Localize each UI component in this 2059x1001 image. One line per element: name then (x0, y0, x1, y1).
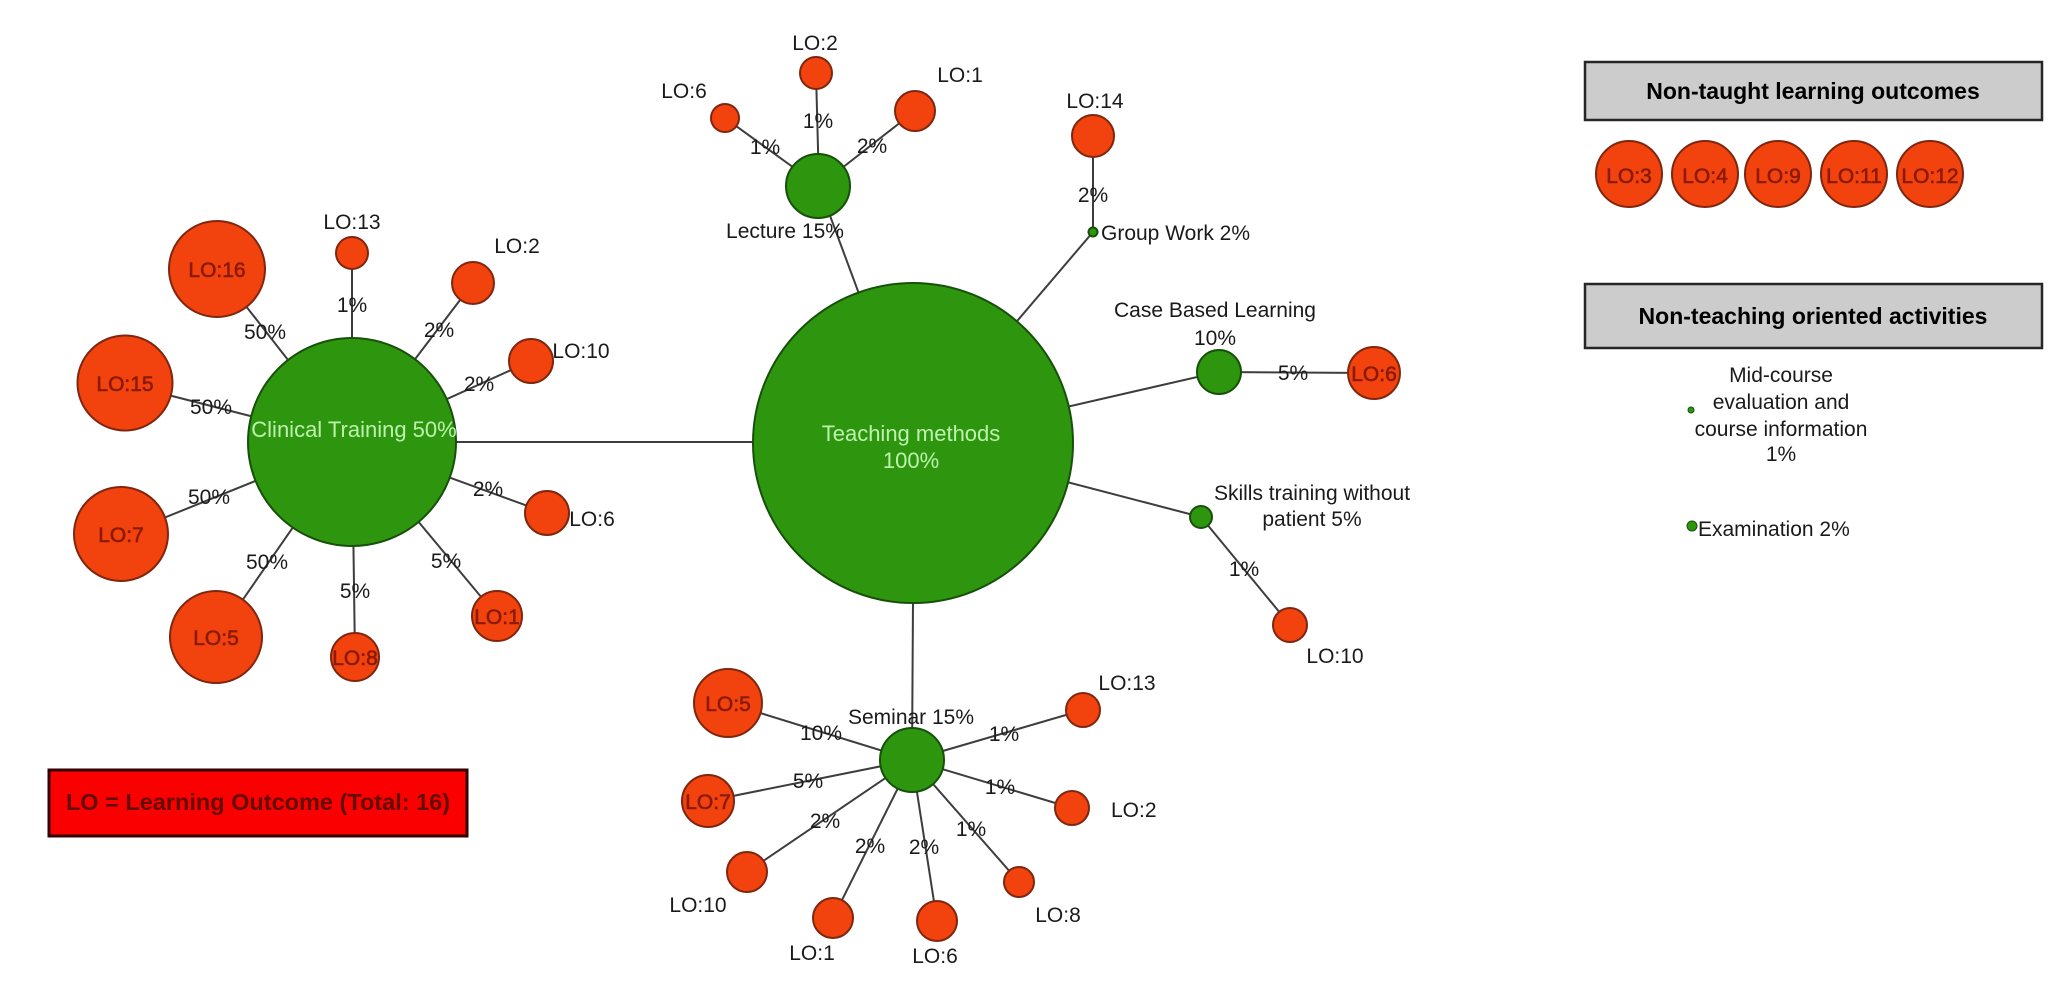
svg-text:LO:6: LO:6 (1351, 363, 1397, 386)
svg-text:LO = Learning Outcome (Total:: LO = Learning Outcome (Total: 16) (66, 789, 450, 815)
svg-text:LO:4: LO:4 (1682, 165, 1728, 188)
svg-text:LO:9: LO:9 (1755, 165, 1801, 188)
svg-text:100%: 100% (883, 448, 939, 473)
svg-text:50%: 50% (246, 551, 288, 574)
svg-text:LO:2: LO:2 (494, 235, 540, 258)
svg-text:LO:16: LO:16 (188, 259, 245, 282)
svg-text:Examination 2%: Examination 2% (1698, 518, 1850, 541)
svg-text:LO:1: LO:1 (474, 606, 520, 629)
svg-text:2%: 2% (909, 836, 939, 859)
svg-text:LO:7: LO:7 (685, 791, 731, 814)
svg-text:1%: 1% (1229, 558, 1259, 581)
svg-text:LO:2: LO:2 (792, 32, 838, 55)
svg-text:Case Based Learning: Case Based Learning (1114, 299, 1316, 322)
svg-text:2%: 2% (464, 373, 494, 396)
svg-text:1%: 1% (803, 110, 833, 133)
svg-text:LO:12: LO:12 (1901, 165, 1958, 188)
svg-text:LO:6: LO:6 (569, 508, 615, 531)
svg-text:2%: 2% (1078, 184, 1108, 207)
svg-text:Non-teaching oriented activiti: Non-teaching oriented activities (1639, 303, 1988, 329)
svg-text:1%: 1% (1766, 443, 1796, 466)
svg-text:evaluation and: evaluation and (1713, 391, 1850, 414)
svg-text:5%: 5% (431, 550, 461, 573)
svg-text:2%: 2% (473, 478, 503, 501)
svg-text:10%: 10% (800, 722, 842, 745)
svg-text:LO:1: LO:1 (937, 64, 983, 87)
svg-text:50%: 50% (188, 486, 230, 509)
svg-text:LO:2: LO:2 (1111, 799, 1157, 822)
svg-text:1%: 1% (337, 294, 367, 317)
svg-text:LO:14: LO:14 (1066, 90, 1124, 113)
svg-text:LO:6: LO:6 (661, 80, 707, 103)
svg-text:1%: 1% (989, 723, 1019, 746)
svg-text:50%: 50% (244, 321, 286, 344)
svg-text:LO:10: LO:10 (1306, 645, 1363, 668)
svg-text:2%: 2% (857, 135, 887, 158)
svg-text:course information: course information (1695, 418, 1868, 441)
svg-text:LO:8: LO:8 (332, 647, 378, 670)
svg-text:50%: 50% (190, 396, 232, 419)
svg-text:Mid-course: Mid-course (1729, 364, 1833, 387)
svg-text:Seminar 15%: Seminar 15% (848, 706, 974, 729)
svg-text:Skills training without: Skills training without (1214, 482, 1410, 505)
svg-text:1%: 1% (985, 776, 1015, 799)
svg-text:1%: 1% (956, 818, 986, 841)
svg-text:LO:11: LO:11 (1826, 165, 1882, 188)
svg-text:LO:1: LO:1 (789, 942, 835, 965)
svg-text:LO:3: LO:3 (1606, 165, 1652, 188)
svg-text:1%: 1% (750, 136, 780, 159)
svg-text:10%: 10% (1194, 327, 1236, 350)
svg-text:LO:8: LO:8 (1035, 904, 1081, 927)
svg-text:LO:6: LO:6 (912, 945, 958, 968)
svg-text:LO:15: LO:15 (96, 373, 153, 396)
svg-text:Teaching methods: Teaching methods (822, 421, 1001, 446)
svg-text:patient 5%: patient 5% (1262, 508, 1361, 531)
svg-text:LO:13: LO:13 (323, 211, 380, 234)
svg-text:2%: 2% (810, 810, 840, 833)
svg-text:2%: 2% (855, 835, 885, 858)
svg-text:LO:10: LO:10 (552, 340, 609, 363)
svg-text:Clinical Training 50%: Clinical Training 50% (251, 417, 456, 442)
svg-text:5%: 5% (340, 580, 370, 603)
svg-text:Non-taught learning outcomes: Non-taught learning outcomes (1646, 78, 1980, 104)
svg-text:2%: 2% (424, 319, 454, 342)
svg-text:Lecture 15%: Lecture 15% (726, 220, 844, 243)
svg-text:LO:10: LO:10 (669, 894, 726, 917)
svg-text:LO:5: LO:5 (705, 693, 751, 716)
svg-text:LO:5: LO:5 (193, 627, 239, 650)
svg-text:5%: 5% (793, 770, 823, 793)
svg-text:Group Work 2%: Group Work 2% (1101, 222, 1250, 245)
svg-text:5%: 5% (1278, 362, 1308, 385)
svg-text:LO:7: LO:7 (98, 524, 144, 547)
svg-text:LO:13: LO:13 (1098, 672, 1155, 695)
